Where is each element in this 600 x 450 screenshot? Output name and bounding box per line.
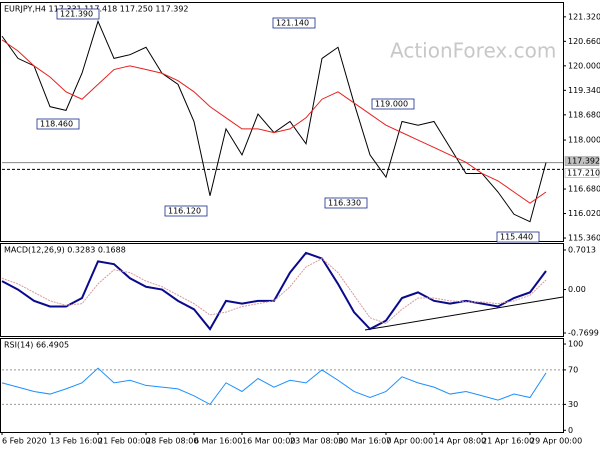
annotation-box: [272, 17, 316, 29]
x-tick-label: 13 Feb 16:00: [50, 437, 102, 446]
annotation-box: [324, 197, 368, 209]
y-tick-label: 0.00: [568, 285, 586, 294]
y-tick-label: 0: [568, 426, 573, 435]
annotation-box: [56, 8, 100, 20]
y-tick-label: -0.7699: [568, 329, 599, 338]
x-tick-label: 6 Mar 16:00: [194, 437, 242, 446]
series-line: [1, 251, 547, 331]
x-tick-label: 29 Apr 00:00: [530, 437, 582, 446]
panel-frame: [0, 2, 564, 242]
y-tick-label: 120.000: [568, 61, 600, 70]
y-tick-label: 120.660: [568, 37, 600, 46]
price-label-box: [564, 156, 600, 166]
y-tick-label: 70: [568, 365, 578, 374]
panel-frame: [0, 338, 564, 433]
x-tick-label: 28 Feb 08:00: [146, 437, 198, 446]
y-tick-label: 119.340: [568, 86, 600, 95]
x-tick-label: 30 Mar 16:00: [338, 437, 391, 446]
panel-title: MACD(12,26,9) 0.3283 0.1688: [4, 246, 126, 255]
y-tick-label: 30: [568, 400, 578, 409]
panel-title: RSI(14) 66.4905: [4, 341, 69, 350]
trendline: [364, 296, 564, 331]
annotation: 115.440: [500, 233, 533, 242]
series-line: [1, 367, 547, 406]
annotation: 119.000: [375, 100, 408, 109]
watermark: ActionForex.com: [390, 39, 556, 63]
annotation: 116.120: [168, 207, 201, 216]
x-tick-label: 21 Feb 00:00: [98, 437, 150, 446]
annotation-box: [496, 231, 540, 243]
y-tick-label: 100: [568, 340, 583, 349]
y-tick-label: 121.320: [568, 12, 600, 21]
annotation: 121.390: [60, 10, 93, 19]
series-line: [1, 257, 547, 324]
x-tick-label: 21 Apr 16:00: [482, 437, 534, 446]
x-tick-label: 6 Feb 2020: [2, 437, 47, 446]
annotation: 118.460: [40, 120, 73, 129]
y-tick-label: 0.7013: [568, 245, 596, 254]
x-tick-label: 23 Mar 08:00: [290, 437, 343, 446]
annotation-box: [371, 98, 415, 110]
series-line: [1, 39, 547, 204]
price-label-box: [564, 168, 600, 178]
annotation: 121.140: [276, 19, 309, 28]
price-label: 117.210: [567, 168, 600, 177]
y-tick-label: 118.000: [568, 136, 600, 145]
x-tick-label: 7 Apr 00:00: [386, 437, 433, 446]
y-tick-label: 116.680: [568, 185, 600, 194]
y-tick-label: 116.020: [568, 209, 600, 218]
x-tick-label: 16 Mar 00:00: [242, 437, 295, 446]
annotation: 116.330: [328, 199, 361, 208]
y-tick-label: 118.680: [568, 110, 600, 119]
annotation-box: [164, 205, 208, 217]
price-label: 117.392: [567, 157, 600, 166]
x-tick-label: 14 Apr 08:00: [434, 437, 486, 446]
annotation-box: [36, 118, 80, 130]
y-tick-label: 115.360: [568, 234, 600, 243]
